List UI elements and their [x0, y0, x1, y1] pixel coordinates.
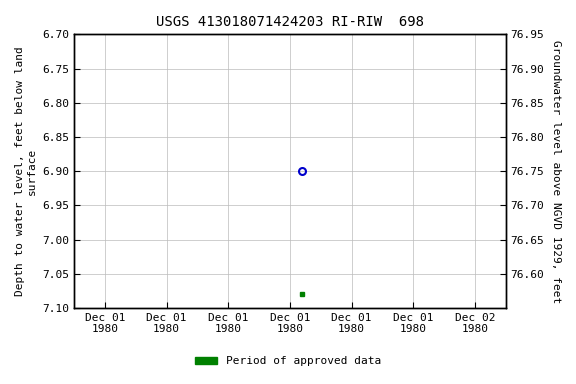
Legend: Period of approved data: Period of approved data — [191, 352, 385, 371]
Y-axis label: Groundwater level above NGVD 1929, feet: Groundwater level above NGVD 1929, feet — [551, 40, 561, 303]
Title: USGS 413018071424203 RI-RIW  698: USGS 413018071424203 RI-RIW 698 — [156, 15, 424, 29]
Y-axis label: Depth to water level, feet below land
surface: Depth to water level, feet below land su… — [15, 46, 37, 296]
